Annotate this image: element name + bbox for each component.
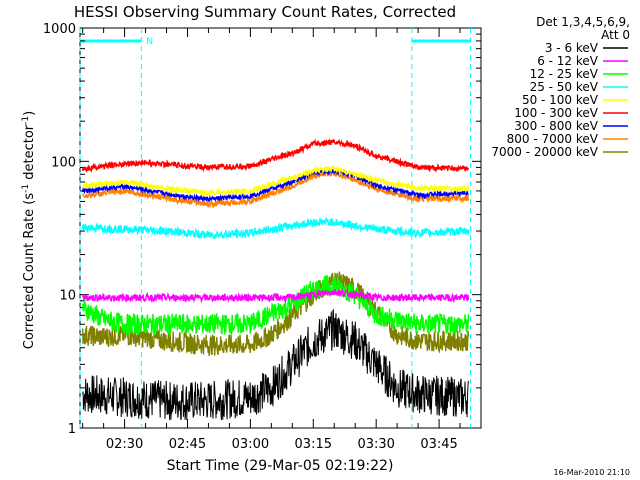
legend-label: 800 - 7000 keV — [507, 132, 599, 146]
y-axis-label-sup1: -1 — [21, 184, 31, 193]
x-tick-label: 03:30 — [357, 437, 394, 452]
legend-label: 6 - 12 keV — [537, 54, 599, 68]
series-line-6 — [82, 167, 469, 204]
legend-title-line1: Det 1,3,4,5,6,9, — [536, 15, 630, 29]
y-tick-label: 1000 — [43, 22, 76, 37]
series-line-4 — [82, 165, 470, 198]
legend-label: 12 - 25 keV — [530, 67, 599, 81]
y-axis-label-end: ) — [22, 111, 37, 116]
x-tick-label: 03:45 — [420, 437, 457, 452]
y-tick-label: 100 — [51, 155, 76, 170]
x-axis-label: Start Time (29-Mar-05 02:19:22) — [167, 458, 394, 474]
plot-area: N 1 10 100 1000 02:30 02:45 03:00 03:15 03:30 03:4… — [43, 22, 482, 452]
series-line-1 — [82, 288, 470, 304]
series-line-7 — [82, 168, 470, 209]
x-tick-label: 02:30 — [106, 437, 143, 452]
y-axis-label-main: Corrected Count Rate (s — [22, 193, 37, 350]
legend-label: 100 - 300 keV — [514, 106, 598, 120]
footer-timestamp: 16-Mar-2010 21:10 — [554, 468, 631, 477]
y-axis-label-sup2: -1 — [21, 116, 31, 125]
x-tick-label: 03:00 — [232, 437, 269, 452]
series-line-3 — [82, 216, 470, 240]
legend-label: 3 - 6 keV — [545, 41, 599, 55]
y-tick-label: 10 — [59, 289, 76, 304]
series-line-5 — [82, 138, 470, 174]
y-tick-label: 1 — [68, 422, 76, 437]
legend-label: 25 - 50 keV — [530, 80, 599, 94]
series-line-2 — [82, 274, 470, 336]
x-tick-label: 03:15 — [295, 437, 332, 452]
legend-title-line2: Att 0 — [601, 28, 630, 42]
series-line-0 — [82, 308, 469, 421]
y-axis-label: Corrected Count Rate (s-1 detector-1) — [21, 111, 37, 349]
x-tick-label: 02:45 — [169, 437, 206, 452]
chart-title: HESSI Observing Summary Count Rates, Cor… — [74, 3, 456, 21]
legend-label: 50 - 100 keV — [522, 93, 599, 107]
legend-label: 300 - 800 keV — [514, 119, 598, 133]
y-axis-label-mid: detector — [22, 124, 37, 184]
night-marker-label: N — [146, 37, 153, 47]
legend-label: 7000 - 20000 keV — [491, 145, 598, 159]
